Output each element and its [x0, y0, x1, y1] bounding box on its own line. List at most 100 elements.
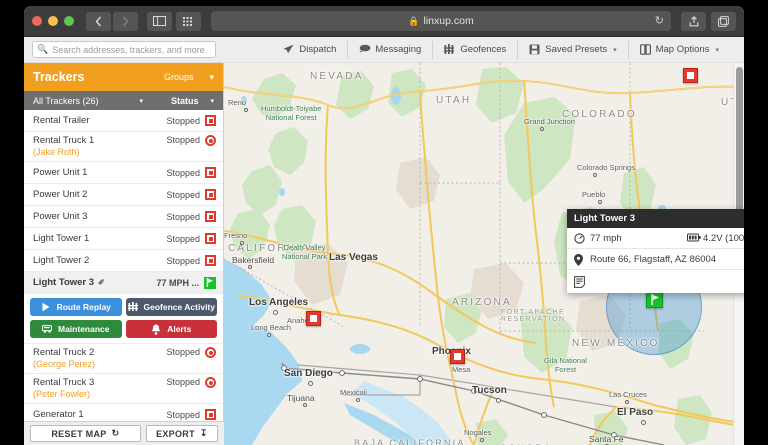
groups-dropdown[interactable]: Groups ▾ — [164, 72, 214, 83]
toolbar-label: Map Options — [655, 44, 710, 55]
chevron-down-icon[interactable]: ▾ — [210, 97, 214, 105]
url-bar[interactable]: 🔒 linxup.com ↻ — [211, 11, 671, 31]
tracker-marker-los-angeles[interactable] — [306, 311, 321, 326]
tracker-marker-phoenix[interactable] — [450, 349, 465, 364]
sidebar-title: Trackers — [33, 70, 85, 84]
tracker-list-item[interactable]: Rental Truck 3 (Peter Fowler) Stopped — [24, 374, 223, 404]
map-city-dot — [267, 333, 271, 337]
share-icon[interactable] — [681, 11, 706, 31]
tracker-name: Rental Truck 1 — [33, 135, 95, 146]
toolbar-item-map-options[interactable]: Map Options ▾ — [629, 41, 730, 59]
tracker-marker-colorado[interactable] — [683, 68, 698, 83]
toolbar-label: Geofences — [460, 44, 507, 55]
tracker-name: Rental Trailer — [33, 115, 90, 126]
tracker-detail-popup[interactable]: Light Tower 3 Just now ✕ 77 mph — [567, 209, 744, 293]
stopped-square-icon — [205, 255, 216, 266]
tracker-list-item[interactable]: Rental Truck 2 (George Perez) Stopped — [24, 344, 223, 374]
speedometer-icon — [574, 232, 585, 244]
battery-full-icon — [687, 233, 701, 244]
map-city-dot — [303, 403, 307, 407]
tracker-name: Rental Truck 2 — [33, 347, 95, 358]
action-button-label: Route Replay — [56, 302, 111, 312]
tracker-status: Stopped — [166, 115, 200, 126]
tracker-driver: (Peter Fowler) — [33, 389, 91, 399]
toolbar-item-dispatch[interactable]: Dispatch — [272, 40, 349, 59]
stopped-square-icon — [205, 409, 216, 420]
tracker-status: Stopped — [166, 189, 200, 200]
floppy-disk-icon — [529, 44, 540, 55]
action-button-geofence-activity[interactable]: Geofence Activity — [125, 298, 217, 316]
tracker-list-item[interactable]: Rental Truck 1 (Jake Roth) Stopped — [24, 132, 223, 162]
toolbar-item-saved-presets[interactable]: Saved Presets ▾ — [518, 40, 629, 59]
export-button[interactable]: EXPORT ↧ — [145, 425, 218, 442]
tracker-list-item[interactable]: Light Tower 1 Stopped — [24, 228, 223, 250]
close-window-button[interactable] — [32, 16, 42, 26]
tracker-status: Stopped — [166, 347, 200, 357]
back-button[interactable] — [86, 11, 111, 31]
pencil-icon[interactable]: ✐ — [98, 278, 105, 287]
tracker-list-item[interactable]: Power Unit 3 Stopped — [24, 206, 223, 228]
popup-title: Light Tower 3 — [574, 213, 636, 224]
tracker-status: Stopped — [166, 135, 200, 145]
tracker-driver: (George Perez) — [33, 359, 96, 369]
new-tab-icon[interactable] — [711, 11, 736, 31]
tracker-list-item[interactable]: Light Tower 3 ✐ 77 MPH ... — [24, 272, 223, 294]
stopped-square-icon — [205, 167, 216, 178]
tracker-marker-light-tower-3[interactable] — [646, 291, 663, 308]
forward-button[interactable] — [113, 11, 138, 31]
fence-icon — [127, 301, 139, 313]
toolbar-item-messaging[interactable]: Messaging — [348, 40, 434, 59]
map-area[interactable]: NEVADA UTAH COLORADO ARIZONA NEW MEXICO CALIF… — [224, 63, 744, 445]
map-city-dot — [248, 265, 252, 269]
minimize-window-button[interactable] — [48, 16, 58, 26]
maximize-window-button[interactable] — [64, 16, 74, 26]
tracker-status: 77 MPH ... — [156, 277, 199, 288]
tracker-list-item[interactable]: Power Unit 2 Stopped — [24, 184, 223, 206]
action-button-label: Geofence Activity — [143, 302, 216, 312]
tracker-driver: (Jake Roth) — [33, 147, 80, 157]
stopped-circle-icon — [205, 135, 216, 146]
chevron-down-icon: ▾ — [209, 71, 214, 82]
window-controls[interactable] — [32, 16, 74, 26]
tab-overview-icon[interactable] — [176, 11, 201, 31]
refresh-icon: ↻ — [111, 428, 120, 438]
action-button-maintenance[interactable]: Maintenance — [30, 320, 122, 338]
search-input[interactable]: 🔍 Search addresses, trackers, and more — [32, 41, 216, 58]
chevron-down-icon[interactable]: ▾ — [139, 97, 143, 105]
chat-bubble-icon — [359, 44, 371, 55]
map-city-dot — [480, 438, 484, 442]
reload-icon[interactable]: ↻ — [654, 15, 664, 27]
stopped-square-icon — [205, 189, 216, 200]
tracker-status: Stopped — [166, 409, 200, 420]
tracker-name: Light Tower 1 — [33, 233, 90, 244]
toolbar-item-geofences[interactable]: Geofences — [433, 40, 519, 59]
browser-chrome: 🔒 linxup.com ↻ — [24, 6, 744, 37]
tracker-action-buttons: Route Replay Geofence Activity Maintenance… — [24, 294, 223, 344]
sidebar-filter-bar[interactable]: All Trackers (26) ▾ Status ▾ — [24, 91, 223, 110]
map-city-dot — [496, 398, 501, 403]
popup-header: Light Tower 3 Just now ✕ — [567, 209, 744, 228]
tracker-name: Rental Truck 3 — [33, 377, 95, 388]
reset-map-button[interactable]: RESET MAP ↻ — [30, 425, 141, 442]
action-button-route-replay[interactable]: Route Replay — [30, 298, 122, 316]
search-icon: 🔍 — [37, 44, 49, 54]
tracker-name: Power Unit 1 — [33, 167, 88, 178]
scrollbar-thumb[interactable] — [736, 67, 743, 281]
tracker-list-item[interactable]: Power Unit 1 Stopped — [24, 162, 223, 184]
map-city-dot — [598, 200, 602, 204]
sidebar-toggle-icon[interactable] — [147, 11, 172, 31]
action-button-alerts[interactable]: Alerts — [125, 320, 217, 338]
export-label: EXPORT — [156, 428, 195, 439]
play-icon — [41, 302, 52, 313]
tracker-name: Power Unit 3 — [33, 211, 88, 222]
popup-metrics-row: 77 mph 4.2V (100%) — [567, 228, 744, 249]
tracker-list-item[interactable]: Rental Trailer Stopped — [24, 110, 223, 132]
note-icon[interactable] — [574, 276, 585, 288]
tracker-list-item[interactable]: Light Tower 2 Stopped — [24, 250, 223, 272]
status-column-label: Status — [170, 95, 199, 106]
map-city-dot — [240, 241, 244, 245]
tracker-list[interactable]: Rental Trailer Stopped Rental Truck 1 (Jake… — [24, 110, 223, 445]
stopped-circle-icon — [205, 377, 216, 388]
popup-address: Route 66, Flagstaff, AZ 86004 — [590, 253, 717, 265]
stopped-square-icon — [205, 211, 216, 222]
